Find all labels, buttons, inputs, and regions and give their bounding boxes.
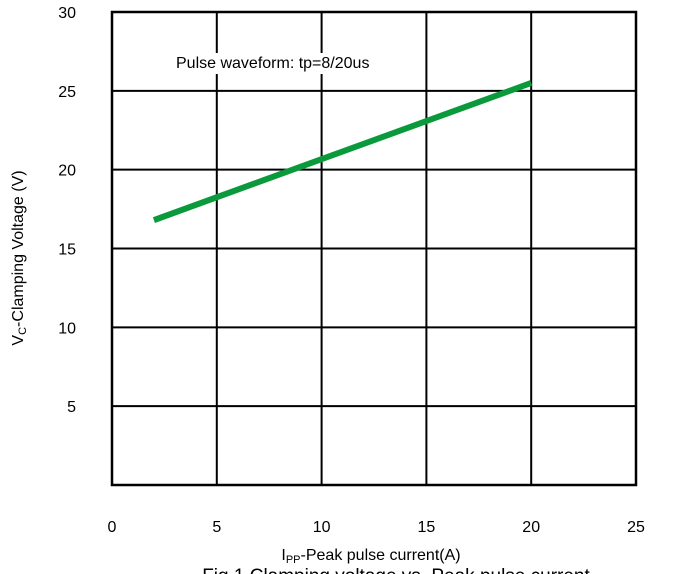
x-axis-ticks: 0 5 10 15 20 25	[108, 519, 645, 536]
y-tick-label: 10	[58, 320, 76, 337]
y-tick-label: 20	[58, 163, 76, 180]
x-axis-label-subscript: PP	[286, 554, 301, 566]
series-group	[152, 80, 533, 223]
y-axis-label-subscript: C	[17, 327, 29, 335]
x-tick-label: 15	[418, 519, 436, 536]
x-tick-label: 20	[522, 519, 540, 536]
y-tick-label: 25	[58, 84, 76, 101]
x-axis-label: IPP-Peak pulse current(A)	[281, 547, 460, 566]
y-tick-label: 15	[58, 242, 76, 259]
y-tick-label: 5	[67, 399, 76, 416]
x-axis-label-prefix: I	[281, 547, 285, 564]
x-tick-label: 0	[108, 519, 117, 536]
y-axis-ticks: 5 10 15 20 25 30	[58, 5, 76, 416]
x-tick-label: 25	[627, 519, 645, 536]
y-axis-label: VC-Clamping Voltage (V)	[10, 170, 29, 345]
y-axis-label-prefix: V	[10, 335, 27, 346]
figure-caption: Fig.1 Clamping voltage vs. Peak pulse cu…	[202, 566, 590, 574]
series-line-0	[152, 80, 533, 223]
plot-frame	[110, 10, 638, 487]
y-tick-label: 30	[58, 5, 76, 22]
x-tick-label: 5	[212, 519, 221, 536]
x-axis-label-text: -Peak pulse current(A)	[301, 547, 461, 564]
y-axis-label-text: -Clamping Voltage (V)	[10, 170, 27, 327]
x-tick-label: 10	[313, 519, 331, 536]
pulse-waveform-annotation: Pulse waveform: tp=8/20us	[176, 55, 369, 72]
grid	[112, 12, 636, 485]
annotation-background	[172, 53, 374, 74]
